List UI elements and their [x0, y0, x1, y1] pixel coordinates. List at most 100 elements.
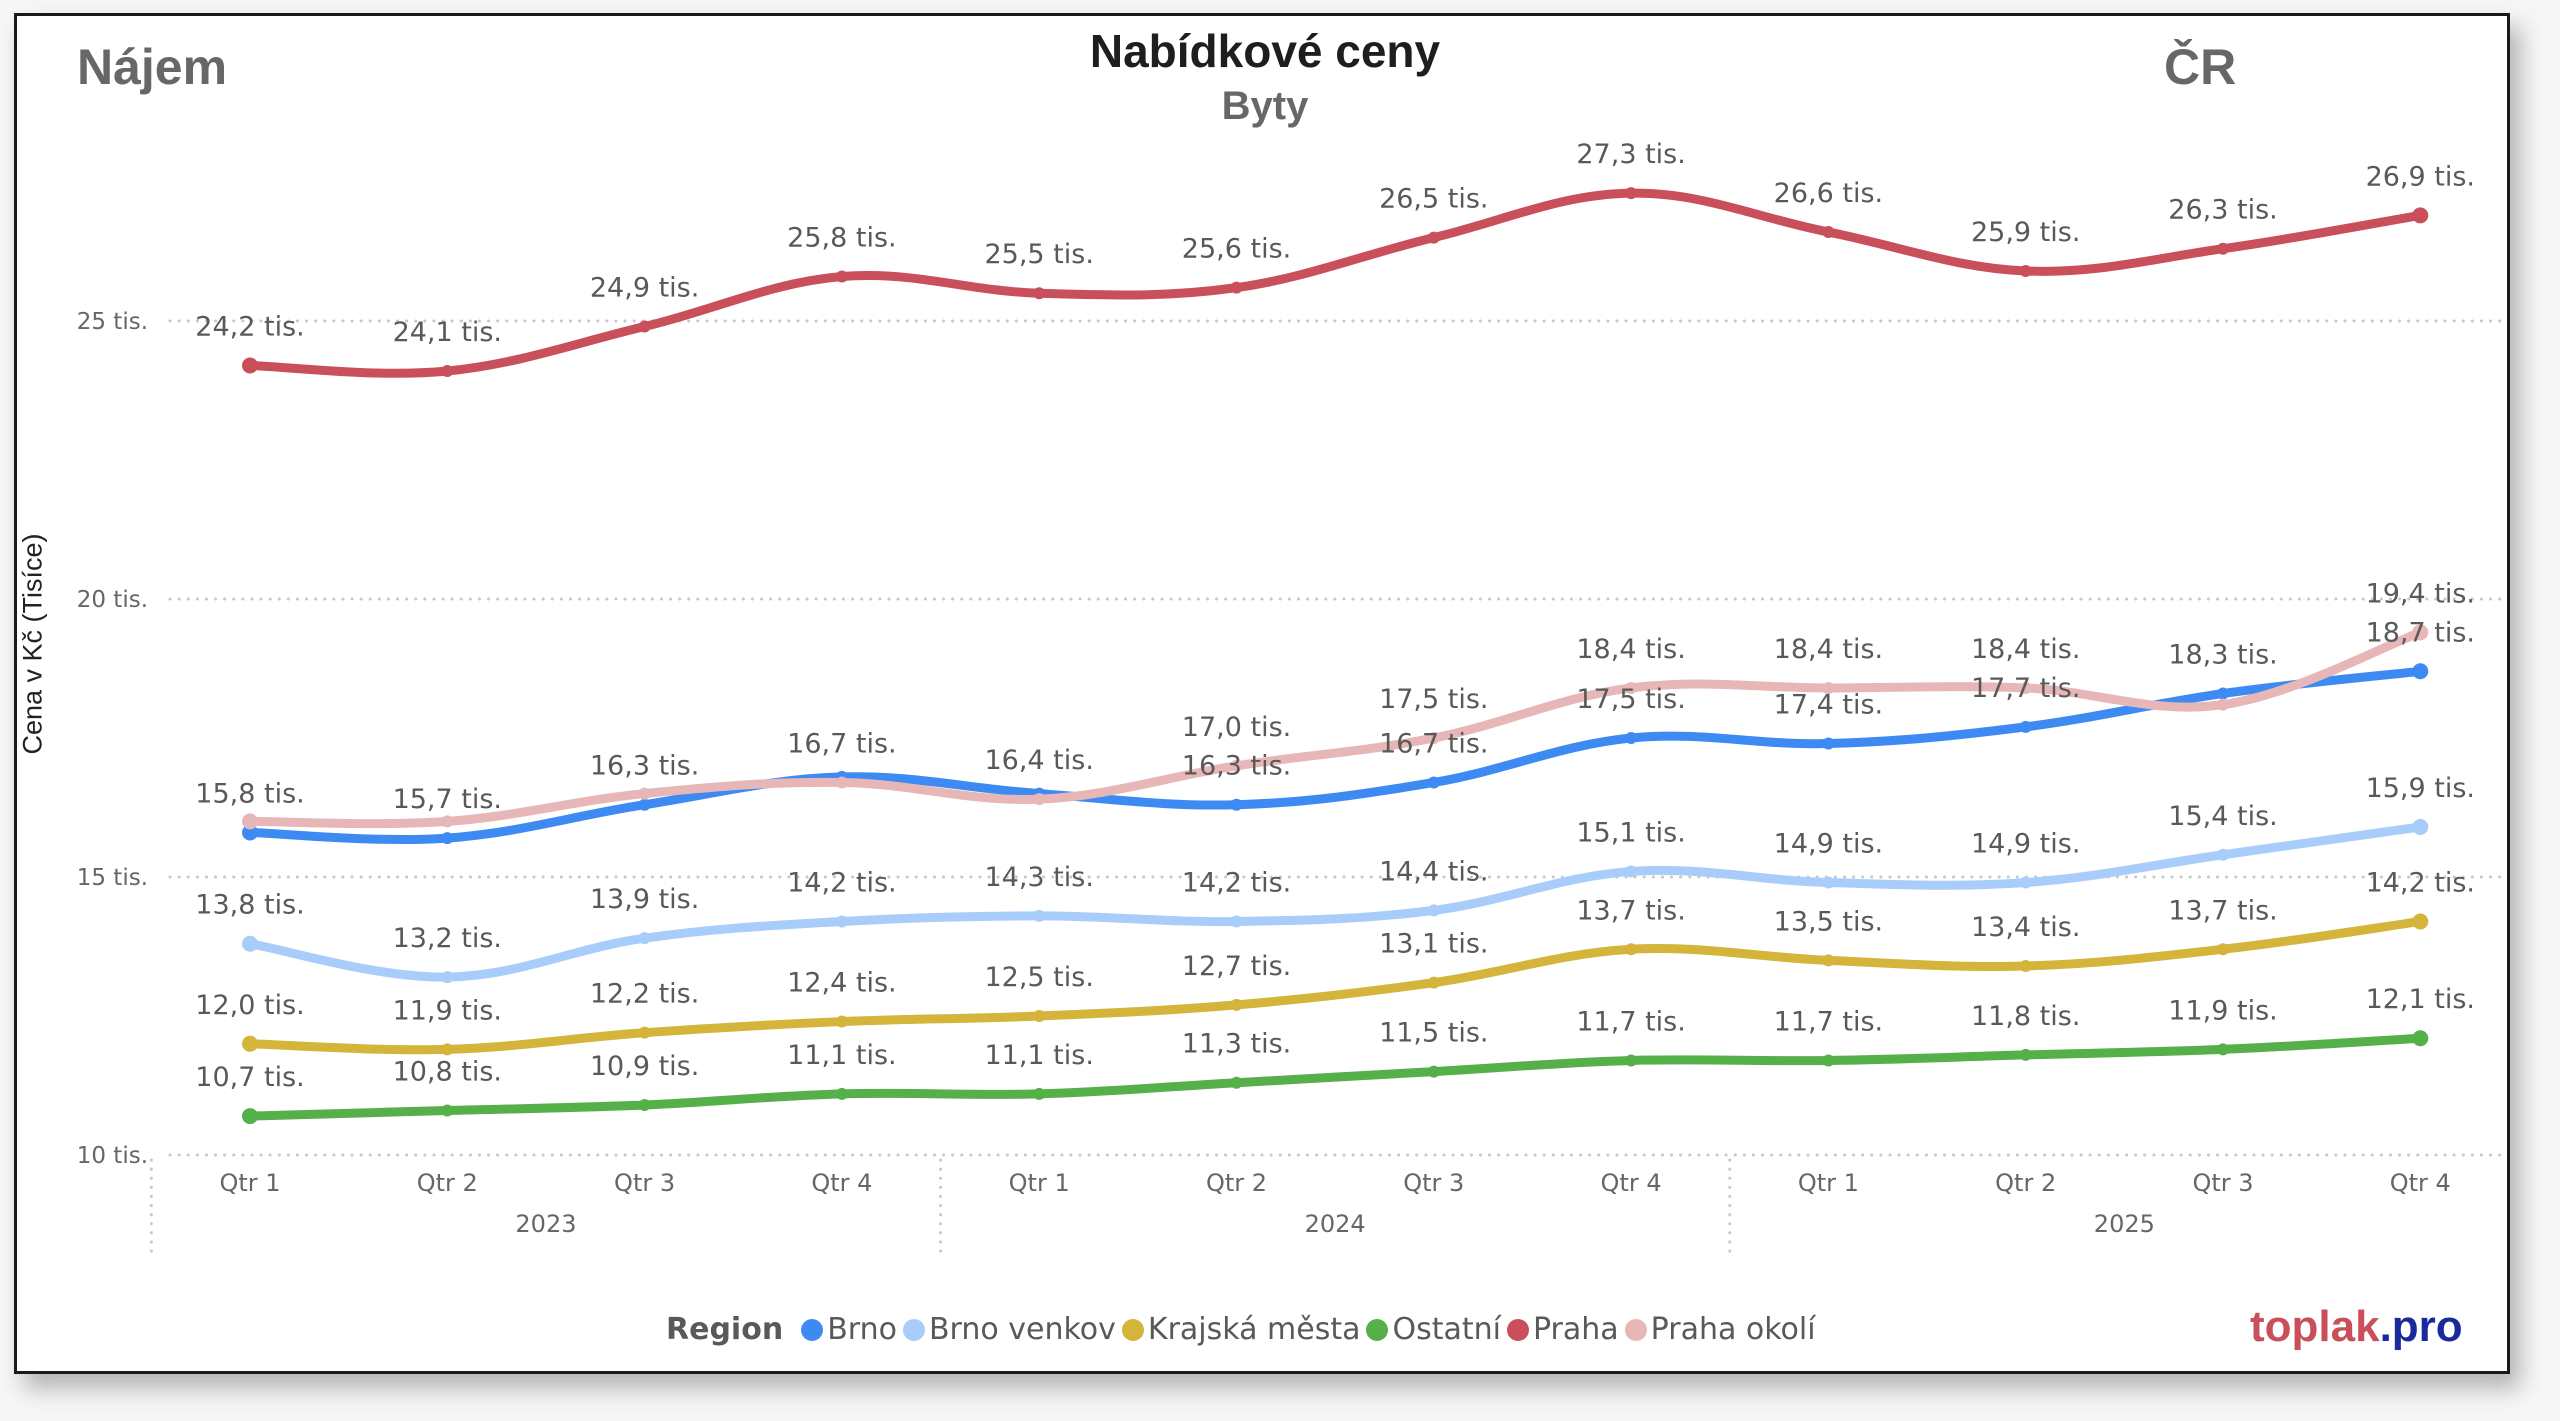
data-point[interactable]: [441, 365, 454, 378]
data-point[interactable]: [638, 932, 651, 945]
data-point[interactable]: [1033, 287, 1046, 300]
data-point[interactable]: [1033, 909, 1046, 922]
legend-item[interactable]: Ostatní: [1366, 1312, 1501, 1347]
data-label: 11,7 tis.: [1774, 1006, 1883, 1037]
data-point[interactable]: [1230, 1076, 1243, 1089]
data-point[interactable]: [1230, 798, 1243, 811]
legend-label: Praha okolí: [1650, 1312, 1816, 1347]
x-tick-label: Qtr 2: [1995, 1169, 2056, 1197]
data-point[interactable]: [1625, 865, 1638, 878]
data-point[interactable]: [2412, 207, 2429, 224]
y-tick-label: 25 tis.: [77, 309, 148, 335]
data-label: 13,4 tis.: [1971, 912, 2080, 943]
y-tick-label: 15 tis.: [77, 865, 148, 891]
chart-subtitle: Byty: [1221, 84, 1309, 128]
data-point[interactable]: [638, 798, 651, 811]
data-label: 11,9 tis.: [2168, 995, 2277, 1026]
data-point[interactable]: [1427, 732, 1440, 744]
data-point[interactable]: [242, 813, 258, 830]
legend-item[interactable]: Krajská města: [1121, 1312, 1360, 1347]
data-point[interactable]: [1033, 1010, 1046, 1022]
data-point[interactable]: [2412, 624, 2429, 641]
data-point[interactable]: [1230, 915, 1243, 928]
data-label: 27,3 tis.: [1576, 139, 1685, 170]
data-point[interactable]: [835, 776, 848, 789]
data-point[interactable]: [638, 1098, 651, 1111]
data-point[interactable]: [835, 1015, 848, 1028]
data-label: 13,1 tis.: [1379, 929, 1488, 960]
data-label: 18,3 tis.: [2168, 640, 2277, 671]
data-point[interactable]: [2019, 1048, 2032, 1061]
data-point[interactable]: [1822, 226, 1835, 239]
data-point[interactable]: [2217, 848, 2229, 861]
data-point[interactable]: [441, 1043, 454, 1056]
data-point[interactable]: [242, 357, 258, 374]
data-label: 15,9 tis.: [2366, 773, 2475, 804]
data-point[interactable]: [1427, 976, 1440, 989]
data-point[interactable]: [638, 787, 651, 800]
data-point[interactable]: [2217, 698, 2229, 711]
data-point[interactable]: [2217, 1043, 2229, 1056]
data-label: 26,9 tis.: [2366, 161, 2475, 192]
data-point[interactable]: [1427, 1065, 1440, 1078]
data-point[interactable]: [242, 824, 258, 841]
data-point[interactable]: [441, 815, 454, 828]
legend-item[interactable]: Brno venkov: [902, 1312, 1116, 1347]
data-point[interactable]: [2412, 818, 2429, 835]
data-point[interactable]: [1230, 759, 1243, 772]
data-point[interactable]: [242, 935, 258, 952]
data-label: 10,7 tis.: [195, 1062, 304, 1093]
x-tick-label: Qtr 2: [417, 1169, 478, 1197]
data-point[interactable]: [1033, 1087, 1046, 1100]
data-point[interactable]: [1230, 281, 1243, 294]
data-point[interactable]: [1822, 1054, 1835, 1067]
data-label: 11,1 tis.: [787, 1040, 896, 1071]
data-point[interactable]: [1822, 954, 1835, 967]
data-point[interactable]: [1625, 1054, 1638, 1067]
data-point[interactable]: [638, 1026, 651, 1039]
data-point[interactable]: [2217, 687, 2229, 700]
data-point[interactable]: [2019, 264, 2032, 277]
data-point[interactable]: [242, 1108, 258, 1125]
data-point[interactable]: [2412, 913, 2429, 930]
data-point[interactable]: [2412, 663, 2429, 680]
legend-item[interactable]: Praha: [1506, 1312, 1619, 1347]
data-point[interactable]: [835, 270, 848, 283]
data-point[interactable]: [1033, 793, 1046, 806]
data-label: 10,8 tis.: [393, 1057, 502, 1088]
data-point[interactable]: [441, 971, 454, 984]
data-point[interactable]: [1625, 681, 1638, 694]
data-label: 13,7 tis.: [1576, 895, 1685, 926]
data-point[interactable]: [2019, 959, 2032, 972]
data-point[interactable]: [2217, 242, 2229, 255]
legend-item[interactable]: Praha okolí: [1624, 1312, 1816, 1347]
data-point[interactable]: [1625, 732, 1638, 744]
series-ostatni: [242, 1030, 2429, 1125]
data-point[interactable]: [1427, 776, 1440, 789]
data-point[interactable]: [1625, 187, 1638, 200]
data-point[interactable]: [1427, 904, 1440, 917]
data-point[interactable]: [441, 1104, 454, 1117]
data-label: 14,4 tis.: [1379, 856, 1488, 887]
data-point[interactable]: [2019, 720, 2032, 733]
data-point[interactable]: [1822, 737, 1835, 750]
data-point[interactable]: [1822, 681, 1835, 694]
data-label: 15,8 tis.: [195, 779, 304, 810]
data-point[interactable]: [2019, 681, 2032, 694]
data-point[interactable]: [835, 915, 848, 928]
data-point[interactable]: [2412, 1030, 2429, 1047]
data-point[interactable]: [835, 1087, 848, 1100]
data-point[interactable]: [2019, 876, 2032, 889]
data-point[interactable]: [1427, 231, 1440, 244]
x-tick-label: Qtr 1: [1798, 1169, 1859, 1197]
data-label: 17,0 tis.: [1182, 712, 1291, 743]
data-point[interactable]: [1625, 943, 1638, 956]
data-point[interactable]: [2217, 943, 2229, 956]
x-tick-label: Qtr 4: [811, 1169, 872, 1197]
legend-item[interactable]: Brno: [801, 1312, 897, 1347]
data-point[interactable]: [1230, 998, 1243, 1011]
data-point[interactable]: [1822, 876, 1835, 889]
data-point[interactable]: [441, 832, 454, 845]
data-point[interactable]: [242, 1035, 258, 1052]
data-point[interactable]: [638, 320, 651, 333]
